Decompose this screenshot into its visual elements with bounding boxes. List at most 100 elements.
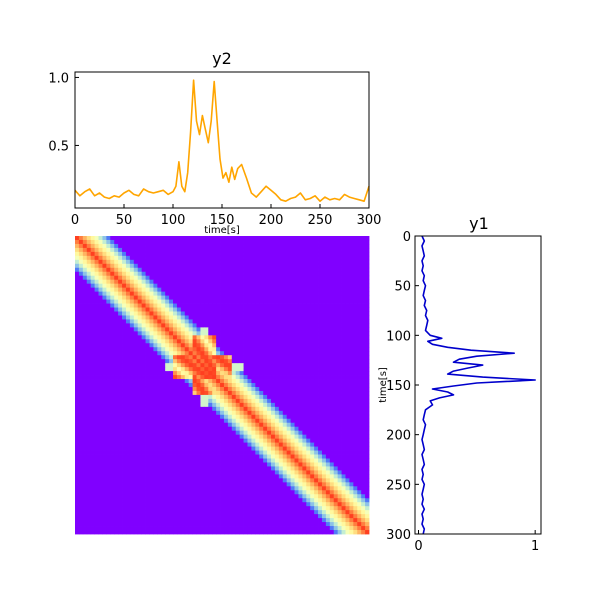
heatmap-cell	[361, 390, 366, 396]
heatmap-cell	[263, 458, 268, 463]
heatmap-cell	[274, 275, 280, 281]
heatmap-cell	[161, 283, 166, 289]
heatmap-cell	[361, 490, 366, 495]
heatmap-cell	[125, 390, 131, 396]
heatmap-cell	[231, 259, 237, 265]
heatmap-cell	[94, 275, 99, 281]
heatmap-cell	[255, 402, 260, 408]
heatmap-cell	[271, 418, 276, 424]
heatmap-cell	[263, 426, 268, 432]
heatmap-cell	[274, 410, 280, 416]
heatmap-cell	[200, 295, 205, 300]
heatmap-cell	[365, 247, 370, 253]
heatmap-cell	[349, 239, 354, 245]
similarity-heatmap-panel	[75, 236, 370, 535]
heatmap-cell	[184, 363, 190, 368]
heatmap-cell	[286, 486, 291, 491]
heatmap-cell	[274, 379, 280, 384]
heatmap-cell	[333, 482, 339, 487]
heatmap-cell	[263, 414, 268, 420]
heatmap-cell	[118, 402, 123, 408]
heatmap-cell	[353, 422, 358, 428]
heatmap-cell	[176, 375, 182, 380]
heatmap-cell	[86, 279, 92, 285]
heatmap-cell	[365, 434, 370, 440]
heatmap-cell	[180, 450, 186, 455]
heatmap-cell	[310, 422, 315, 428]
heatmap-cell	[153, 498, 158, 503]
heatmap-cell	[196, 398, 201, 404]
heatmap-cell	[157, 239, 162, 245]
heatmap-cell	[188, 251, 193, 257]
heatmap-cell	[223, 450, 229, 455]
heatmap-cell	[153, 442, 158, 447]
heatmap-cell	[298, 271, 303, 277]
heatmap-cell	[314, 295, 319, 300]
heatmap-cell	[78, 347, 84, 352]
heatmap-cell	[157, 236, 162, 241]
heatmap-cell	[329, 243, 335, 249]
heatmap-cell	[216, 442, 221, 447]
heatmap-cell	[345, 236, 350, 241]
heatmap-cell	[137, 474, 143, 479]
heatmap-cell	[298, 406, 303, 412]
heatmap-cell	[251, 311, 256, 316]
heatmap-cell	[78, 343, 84, 348]
heatmap-cell	[184, 335, 190, 340]
heatmap-cell	[129, 486, 135, 491]
heatmap-cell	[333, 367, 339, 372]
heatmap-cell	[223, 319, 229, 324]
heatmap-cell	[125, 283, 131, 289]
heatmap-cell	[86, 430, 92, 436]
heatmap-cell	[329, 386, 335, 392]
heatmap-cell	[294, 386, 299, 392]
heatmap-cell	[75, 402, 80, 408]
heatmap-cell	[161, 402, 166, 408]
heatmap-cell	[314, 494, 319, 499]
heatmap-cell	[102, 335, 107, 340]
heatmap-cell	[357, 474, 362, 479]
heatmap-cell	[75, 327, 80, 332]
heatmap-cell	[173, 367, 178, 372]
heatmap-cell	[102, 279, 107, 285]
heatmap-cell	[196, 466, 201, 471]
heatmap-cell	[310, 271, 315, 277]
heatmap-cell	[122, 347, 127, 352]
heatmap-cell	[302, 295, 307, 300]
heatmap-cell	[149, 247, 154, 253]
heatmap-cell	[314, 363, 319, 368]
heatmap-cell	[110, 355, 115, 360]
heatmap-cell	[345, 454, 350, 459]
heatmap-cell	[310, 398, 315, 404]
heatmap-cell	[169, 422, 174, 428]
heatmap-cell	[192, 478, 197, 483]
heatmap-cell	[318, 379, 323, 384]
heatmap-cell	[102, 375, 107, 380]
heatmap-cell	[329, 478, 335, 483]
heatmap-cell	[220, 414, 225, 420]
heatmap-cell	[349, 263, 354, 269]
heatmap-cell	[341, 279, 346, 285]
heatmap-cell	[188, 482, 193, 487]
heatmap-cell	[153, 414, 158, 420]
heatmap-cell	[321, 303, 327, 308]
heatmap-cell	[114, 327, 119, 332]
heatmap-cell	[310, 279, 315, 285]
heatmap-cell	[251, 386, 256, 392]
heatmap-cell	[263, 454, 268, 459]
heatmap-cell	[149, 371, 154, 376]
heatmap-cell	[333, 442, 339, 447]
heatmap-cell	[278, 379, 284, 384]
heatmap-cell	[223, 414, 229, 420]
heatmap-cell	[220, 363, 225, 368]
heatmap-cell	[86, 379, 92, 384]
heatmap-cell	[365, 406, 370, 412]
heatmap-cell	[349, 319, 354, 324]
heatmap-cell	[78, 486, 84, 491]
heatmap-cell	[353, 454, 358, 459]
heatmap-cell	[267, 339, 272, 344]
heatmap-cell	[75, 295, 80, 300]
heatmap-cell	[278, 239, 284, 245]
heatmap-cell	[78, 239, 84, 245]
heatmap-cell	[110, 410, 115, 416]
